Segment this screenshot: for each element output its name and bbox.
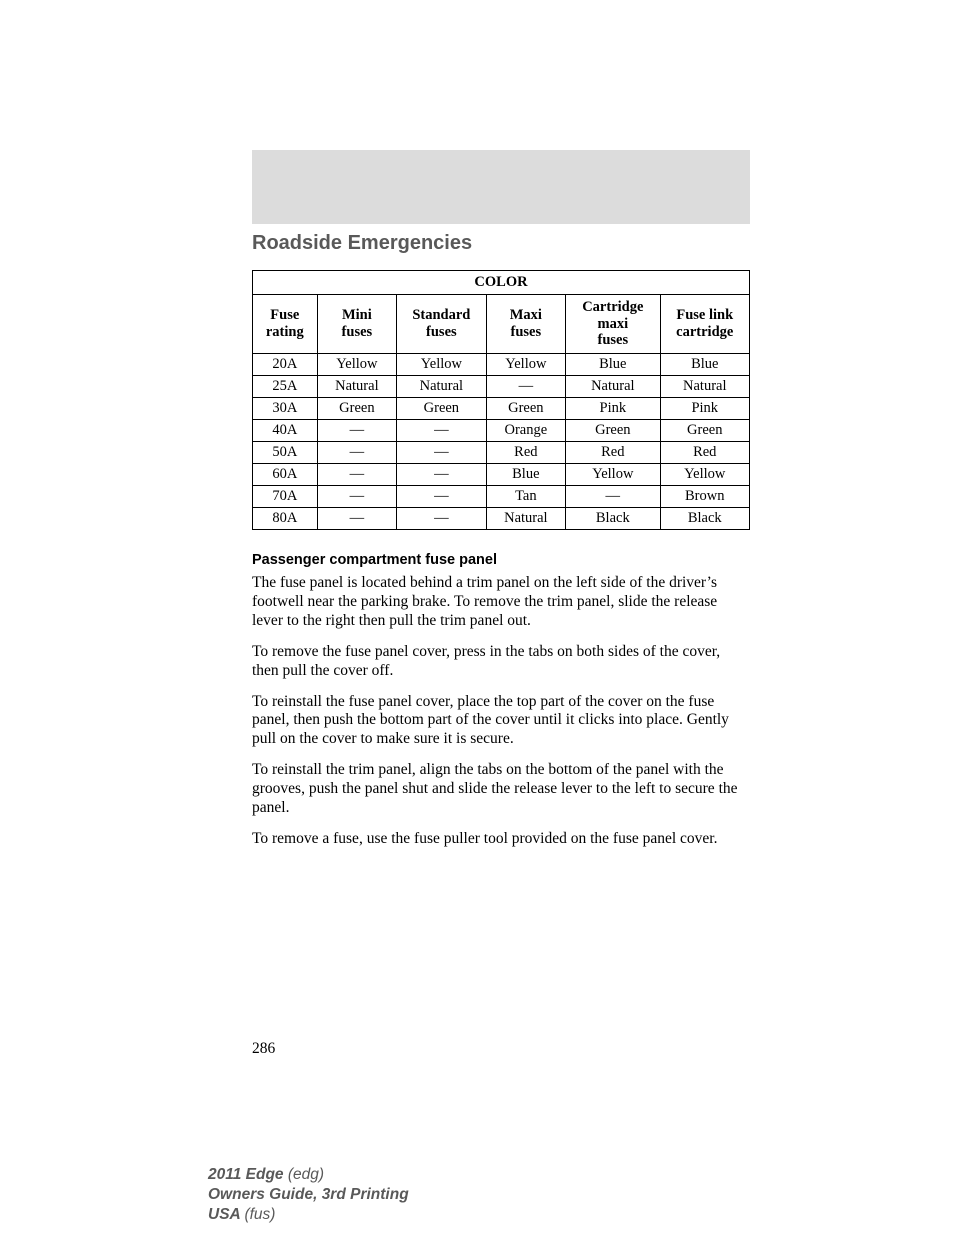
col-standard-fuses: Standardfuses xyxy=(397,295,486,354)
col-fuse-link-cartridge: Fuse linkcartridge xyxy=(660,295,749,354)
col-cartridge-maxi-fuses: Cartridgemaxifuses xyxy=(566,295,660,354)
footer-line-3: USA (fus) xyxy=(208,1205,409,1225)
table-row: 50A——RedRedRed xyxy=(253,442,750,464)
fuse-color-table: COLOR Fuserating Minifuses Standardfuses… xyxy=(252,270,750,530)
table-body: 20AYellowYellowYellowBlueBlue 25ANatural… xyxy=(253,354,750,530)
table-header-row: Fuserating Minifuses Standardfuses Maxif… xyxy=(253,295,750,354)
paragraph: To reinstall the fuse panel cover, place… xyxy=(252,693,750,750)
table-row: 30AGreenGreenGreenPinkPink xyxy=(253,398,750,420)
footer: 2011 Edge (edg) Owners Guide, 3rd Printi… xyxy=(208,1165,409,1224)
table-row: 25ANaturalNatural—NaturalNatural xyxy=(253,376,750,398)
paragraph: The fuse panel is located behind a trim … xyxy=(252,574,750,631)
footer-line-2: Owners Guide, 3rd Printing xyxy=(208,1185,409,1205)
subheading: Passenger compartment fuse panel xyxy=(252,552,750,568)
table-row: 70A——Tan—Brown xyxy=(253,486,750,508)
paragraph: To reinstall the trim panel, align the t… xyxy=(252,761,750,818)
page-number: 286 xyxy=(252,1040,275,1058)
table-row: 60A——BlueYellowYellow xyxy=(253,464,750,486)
col-mini-fuses: Minifuses xyxy=(317,295,397,354)
table-row: 40A——OrangeGreenGreen xyxy=(253,420,750,442)
table-row: 20AYellowYellowYellowBlueBlue xyxy=(253,354,750,376)
table-row: 80A——NaturalBlackBlack xyxy=(253,508,750,530)
col-fuse-rating: Fuserating xyxy=(253,295,318,354)
table-title: COLOR xyxy=(253,271,750,295)
header-gray-block xyxy=(252,150,750,224)
paragraph: To remove a fuse, use the fuse puller to… xyxy=(252,830,750,849)
footer-line-1: 2011 Edge (edg) xyxy=(208,1165,409,1185)
paragraph: To remove the fuse panel cover, press in… xyxy=(252,643,750,681)
section-title: Roadside Emergencies xyxy=(252,232,472,255)
col-maxi-fuses: Maxifuses xyxy=(486,295,566,354)
